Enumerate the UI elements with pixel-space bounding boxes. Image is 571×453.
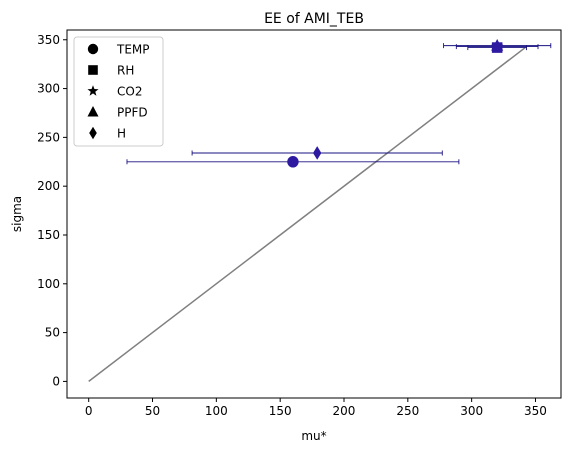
y-tick-label: 0 — [52, 374, 60, 388]
y-tick-label: 150 — [37, 228, 60, 242]
reference-line-group — [88, 46, 526, 383]
legend-label-ppfd: PPFD — [117, 106, 148, 120]
markers-group — [287, 39, 504, 168]
marker-ppfd — [491, 39, 504, 51]
y-tick-label: 250 — [37, 130, 60, 144]
x-tick-label: 200 — [333, 404, 356, 418]
x-tick-label: 150 — [269, 404, 292, 418]
legend-label-co2: CO2 — [117, 85, 142, 99]
y-tick-label: 350 — [37, 33, 60, 47]
x-axis-label: mu* — [301, 429, 326, 443]
x-tick-label: 0 — [85, 404, 93, 418]
y-tick-label: 50 — [45, 326, 60, 340]
legend-label-h: H — [117, 127, 126, 141]
x-tick-label: 300 — [460, 404, 483, 418]
errorbars-group — [126, 43, 552, 165]
legend-label-temp: TEMP — [116, 43, 150, 57]
legend-label-rh: RH — [117, 64, 134, 78]
chart-title: EE of AMI_TEB — [264, 11, 364, 27]
square-legend-icon — [88, 65, 98, 75]
y-tick-label: 200 — [37, 179, 60, 193]
x-tick-label: 350 — [524, 404, 547, 418]
plot-frame — [66, 29, 562, 399]
diamond-legend-icon — [89, 126, 97, 140]
y-axis-label: sigma — [10, 196, 24, 232]
y-axis: 0 50 100 150 200 250 300 350 — [37, 33, 67, 388]
x-tick-label: 100 — [205, 404, 228, 418]
legend: TEMP RH CO2 PPFD H — [73, 36, 164, 147]
triangle-legend-icon — [87, 106, 99, 117]
x-axis: 0 50 100 150 200 250 300 350 — [85, 398, 547, 418]
marker-temp — [287, 156, 299, 168]
marker-h — [313, 146, 322, 160]
reference-line — [88, 46, 526, 383]
x-tick-label: 250 — [396, 404, 419, 418]
y-tick-label: 300 — [37, 82, 60, 96]
x-tick-label: 50 — [145, 404, 160, 418]
legend-box — [73, 36, 164, 147]
circle-legend-icon — [87, 43, 99, 55]
y-tick-label: 100 — [37, 277, 60, 291]
star-legend-icon — [87, 85, 99, 96]
